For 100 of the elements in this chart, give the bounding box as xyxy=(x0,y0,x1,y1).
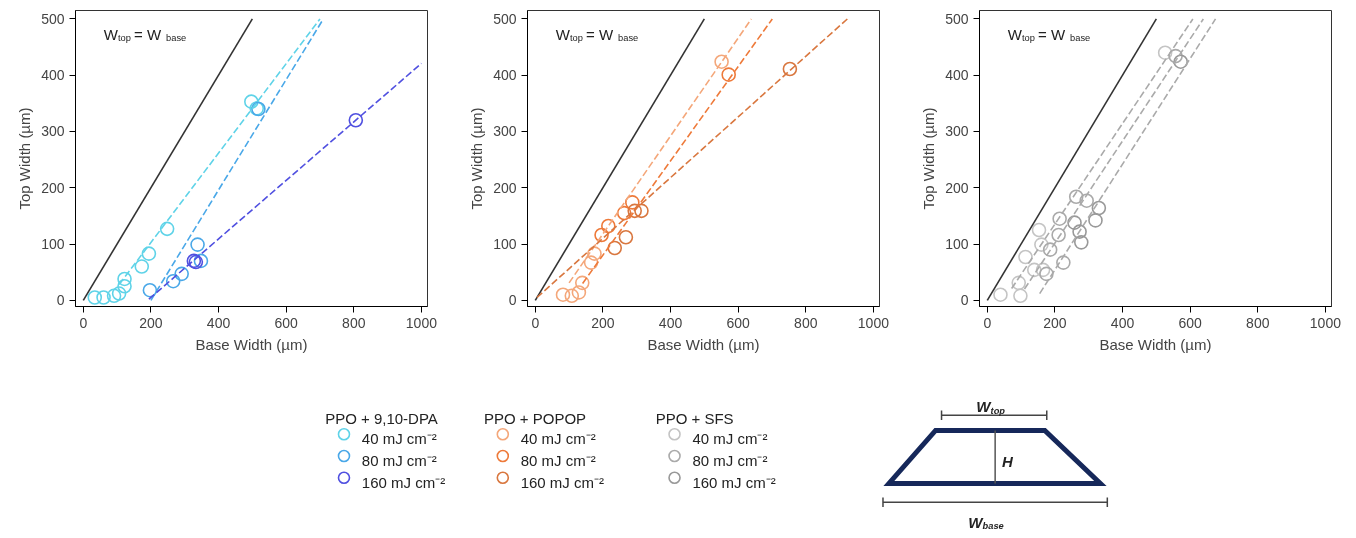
legend-label: 80 mJ cm⁻² xyxy=(692,452,768,470)
y-axis-title: Top Width (µm) xyxy=(468,107,486,210)
x-tick-label: 0 xyxy=(79,314,88,331)
x-tick-label: 800 xyxy=(342,314,366,331)
point xyxy=(634,203,649,219)
x-tick-label: 800 xyxy=(1246,314,1270,331)
point xyxy=(564,288,580,304)
point xyxy=(571,285,587,300)
point xyxy=(142,282,158,298)
legend-label: 40 mJ cm⁻² xyxy=(692,430,768,448)
y-tick-label: 300 xyxy=(945,123,969,140)
point xyxy=(1168,48,1183,64)
point xyxy=(1173,54,1188,69)
x-axis-title: Base Width (µm) xyxy=(1099,335,1212,353)
point xyxy=(993,287,1008,302)
point xyxy=(159,221,175,237)
point xyxy=(106,288,122,304)
point xyxy=(555,287,571,302)
y-tick-label: 100 xyxy=(945,236,969,253)
point xyxy=(1079,193,1094,208)
point xyxy=(1091,200,1107,216)
point xyxy=(1157,45,1173,60)
y-tick-label: 400 xyxy=(493,67,517,84)
y-tick-label: 100 xyxy=(41,236,65,253)
x-tick-label: 0 xyxy=(531,314,540,331)
x-tick-label: 1000 xyxy=(405,314,438,331)
legend-title: PPO + SFS xyxy=(655,409,734,427)
text: Wbase xyxy=(968,513,1004,531)
y-tick-label: 200 xyxy=(493,179,517,196)
x-tick-label: 200 xyxy=(591,314,615,331)
point xyxy=(1026,262,1042,278)
point xyxy=(117,271,132,287)
text: H xyxy=(1002,453,1015,471)
y-tick-label: 500 xyxy=(945,10,969,27)
y-tick-label: 200 xyxy=(945,179,969,196)
x-tick-label: 1000 xyxy=(857,314,890,331)
point xyxy=(583,255,599,270)
y-tick-label: 200 xyxy=(41,179,65,196)
y-tick-label: 300 xyxy=(41,123,65,140)
text: Wtop xyxy=(976,398,1006,416)
point xyxy=(607,240,623,256)
y-tick-label: 100 xyxy=(493,236,517,253)
point xyxy=(1068,189,1084,205)
legend-label: 40 mJ cm⁻² xyxy=(520,430,596,448)
point xyxy=(782,61,798,77)
point xyxy=(1034,237,1049,252)
x-tick-label: 400 xyxy=(658,314,683,331)
legend-label: 160 mJ cm⁻² xyxy=(520,473,605,491)
x-tick-label: 1000 xyxy=(1309,314,1342,331)
point xyxy=(721,67,736,82)
point xyxy=(1013,288,1028,304)
point xyxy=(601,218,616,234)
legend-title: PPO + POPOP xyxy=(483,409,587,427)
point xyxy=(618,230,634,245)
x-tick-label: 400 xyxy=(1110,314,1135,331)
x-tick-label: 200 xyxy=(139,314,163,331)
point xyxy=(111,286,127,301)
point xyxy=(1039,266,1054,282)
point xyxy=(1073,235,1089,250)
point xyxy=(190,237,205,252)
point xyxy=(193,253,209,269)
point xyxy=(1035,262,1051,278)
x-tick-label: 600 xyxy=(726,314,751,331)
point xyxy=(1031,222,1047,238)
y-tick-label: 0 xyxy=(960,292,969,309)
x-tick-label: 600 xyxy=(1178,314,1203,331)
point xyxy=(1088,213,1103,228)
y-tick-label: 500 xyxy=(493,10,517,27)
y-tick-label: 400 xyxy=(945,67,969,84)
y-tick-label: 400 xyxy=(41,67,65,84)
x-tick-label: 200 xyxy=(1043,314,1067,331)
point xyxy=(587,246,602,261)
legend-label: 160 mJ cm⁻² xyxy=(361,473,446,491)
point xyxy=(594,227,609,243)
x-axis-title: Base Width (µm) xyxy=(647,335,760,353)
y-tick-label: 300 xyxy=(493,123,517,140)
x-tick-label: 400 xyxy=(206,314,231,331)
point xyxy=(96,290,111,305)
x-tick-label: 800 xyxy=(794,314,818,331)
y-axis-title: Top Width (µm) xyxy=(16,107,34,210)
point xyxy=(348,112,364,128)
y-tick-label: 0 xyxy=(508,292,517,309)
point xyxy=(1011,275,1027,291)
point xyxy=(1056,255,1071,270)
point xyxy=(574,275,590,291)
y-tick-label: 500 xyxy=(41,10,65,27)
x-axis-title: Base Width (µm) xyxy=(195,335,308,353)
point xyxy=(625,195,640,210)
point xyxy=(627,203,642,219)
point xyxy=(1052,211,1067,226)
point xyxy=(714,54,729,69)
point xyxy=(616,205,632,221)
point xyxy=(117,278,132,294)
point xyxy=(1018,249,1033,265)
legend-label: 160 mJ cm⁻² xyxy=(692,473,776,491)
point xyxy=(134,259,150,274)
point xyxy=(87,290,103,305)
point xyxy=(165,273,181,289)
legend-label: 40 mJ cm⁻² xyxy=(361,430,437,448)
y-axis-title: Top Width (µm) xyxy=(920,107,938,210)
